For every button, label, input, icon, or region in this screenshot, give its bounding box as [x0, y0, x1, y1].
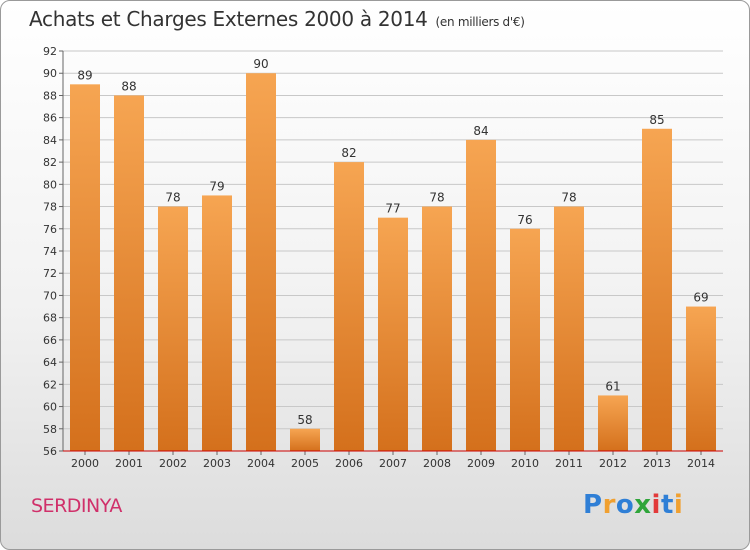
bar-2007 — [378, 217, 408, 451]
data-label-2011: 78 — [561, 191, 576, 205]
x-tick-label-2003: 2003 — [203, 457, 231, 470]
bar-2012 — [598, 395, 628, 451]
y-tick-label: 64 — [43, 356, 57, 369]
y-tick-label: 72 — [43, 267, 57, 280]
x-tick-label-2000: 2000 — [71, 457, 99, 470]
bar-2002 — [158, 206, 188, 451]
data-label-2010: 76 — [517, 213, 532, 227]
y-tick-label: 60 — [43, 401, 57, 414]
y-tick-label: 76 — [43, 223, 57, 236]
x-tick-label-2013: 2013 — [643, 457, 671, 470]
data-label-2013: 85 — [649, 113, 664, 127]
x-tick-label-2012: 2012 — [599, 457, 627, 470]
x-tick-label-2007: 2007 — [379, 457, 407, 470]
bar-2005 — [290, 428, 320, 451]
x-tick-label-2002: 2002 — [159, 457, 187, 470]
y-tick-label: 86 — [43, 112, 57, 125]
data-label-2006: 82 — [341, 146, 356, 160]
bars — [70, 73, 716, 451]
bar-2001 — [114, 95, 144, 451]
y-tick-label: 90 — [43, 67, 57, 80]
y-tick-label: 88 — [43, 89, 57, 102]
chart-subtitle: (en milliers d'€) — [435, 15, 525, 29]
y-tick-label: 68 — [43, 312, 57, 325]
bar-2003 — [202, 195, 232, 451]
data-label-2003: 79 — [209, 179, 224, 193]
bar-2011 — [554, 206, 584, 451]
data-label-2012: 61 — [605, 379, 620, 393]
y-tick-label: 84 — [43, 134, 57, 147]
x-tick-label-2011: 2011 — [555, 457, 583, 470]
y-tick-label: 74 — [43, 245, 57, 258]
data-label-2008: 78 — [429, 191, 444, 205]
data-label-2014: 69 — [693, 291, 708, 305]
x-tick-label-2006: 2006 — [335, 457, 363, 470]
bar-2013 — [642, 128, 672, 451]
bar-2014 — [686, 306, 716, 451]
data-label-2001: 88 — [121, 79, 136, 93]
bar-2010 — [510, 228, 540, 451]
proxiti-logo[interactable]: Proxiti — [583, 490, 684, 520]
y-tick-label: 56 — [43, 445, 57, 458]
x-tick-label-2014: 2014 — [687, 457, 715, 470]
y-tick-label: 70 — [43, 289, 57, 302]
data-label-2009: 84 — [473, 124, 488, 138]
bar-2004 — [246, 73, 276, 451]
chart-title: Achats et Charges Externes 2000 à 2014 (e… — [29, 7, 525, 31]
y-tick-label: 62 — [43, 378, 57, 391]
y-tick-label: 58 — [43, 423, 57, 436]
data-label-2007: 77 — [385, 202, 400, 216]
x-tick-label-2008: 2008 — [423, 457, 451, 470]
bar-2009 — [466, 139, 496, 451]
x-tick-label-2010: 2010 — [511, 457, 539, 470]
data-label-2002: 78 — [165, 191, 180, 205]
x-tick-label-2004: 2004 — [247, 457, 275, 470]
x-tick-label-2001: 2001 — [115, 457, 143, 470]
axes — [59, 50, 723, 455]
y-tick-label: 66 — [43, 334, 57, 347]
labels: 56 58 60 62 64 66 68 70 72 74 76 78 80 82 84 86 88 90 92 89… — [43, 45, 715, 470]
y-tick-label: 80 — [43, 178, 57, 191]
bar-2000 — [70, 84, 100, 451]
data-label-2000: 89 — [77, 68, 92, 82]
x-tick-label-2009: 2009 — [467, 457, 495, 470]
bar-2008 — [422, 206, 452, 451]
bar-2006 — [334, 162, 364, 451]
chart-title-text: Achats et Charges Externes 2000 à 2014 — [29, 7, 428, 31]
town-name: SERDINYA — [31, 495, 122, 517]
y-tick-label: 78 — [43, 201, 57, 214]
y-tick-label: 92 — [43, 45, 57, 58]
data-label-2004: 90 — [253, 57, 268, 71]
y-tick-label: 82 — [43, 156, 57, 169]
data-label-2005: 58 — [297, 413, 312, 427]
x-tick-label-2005: 2005 — [291, 457, 319, 470]
